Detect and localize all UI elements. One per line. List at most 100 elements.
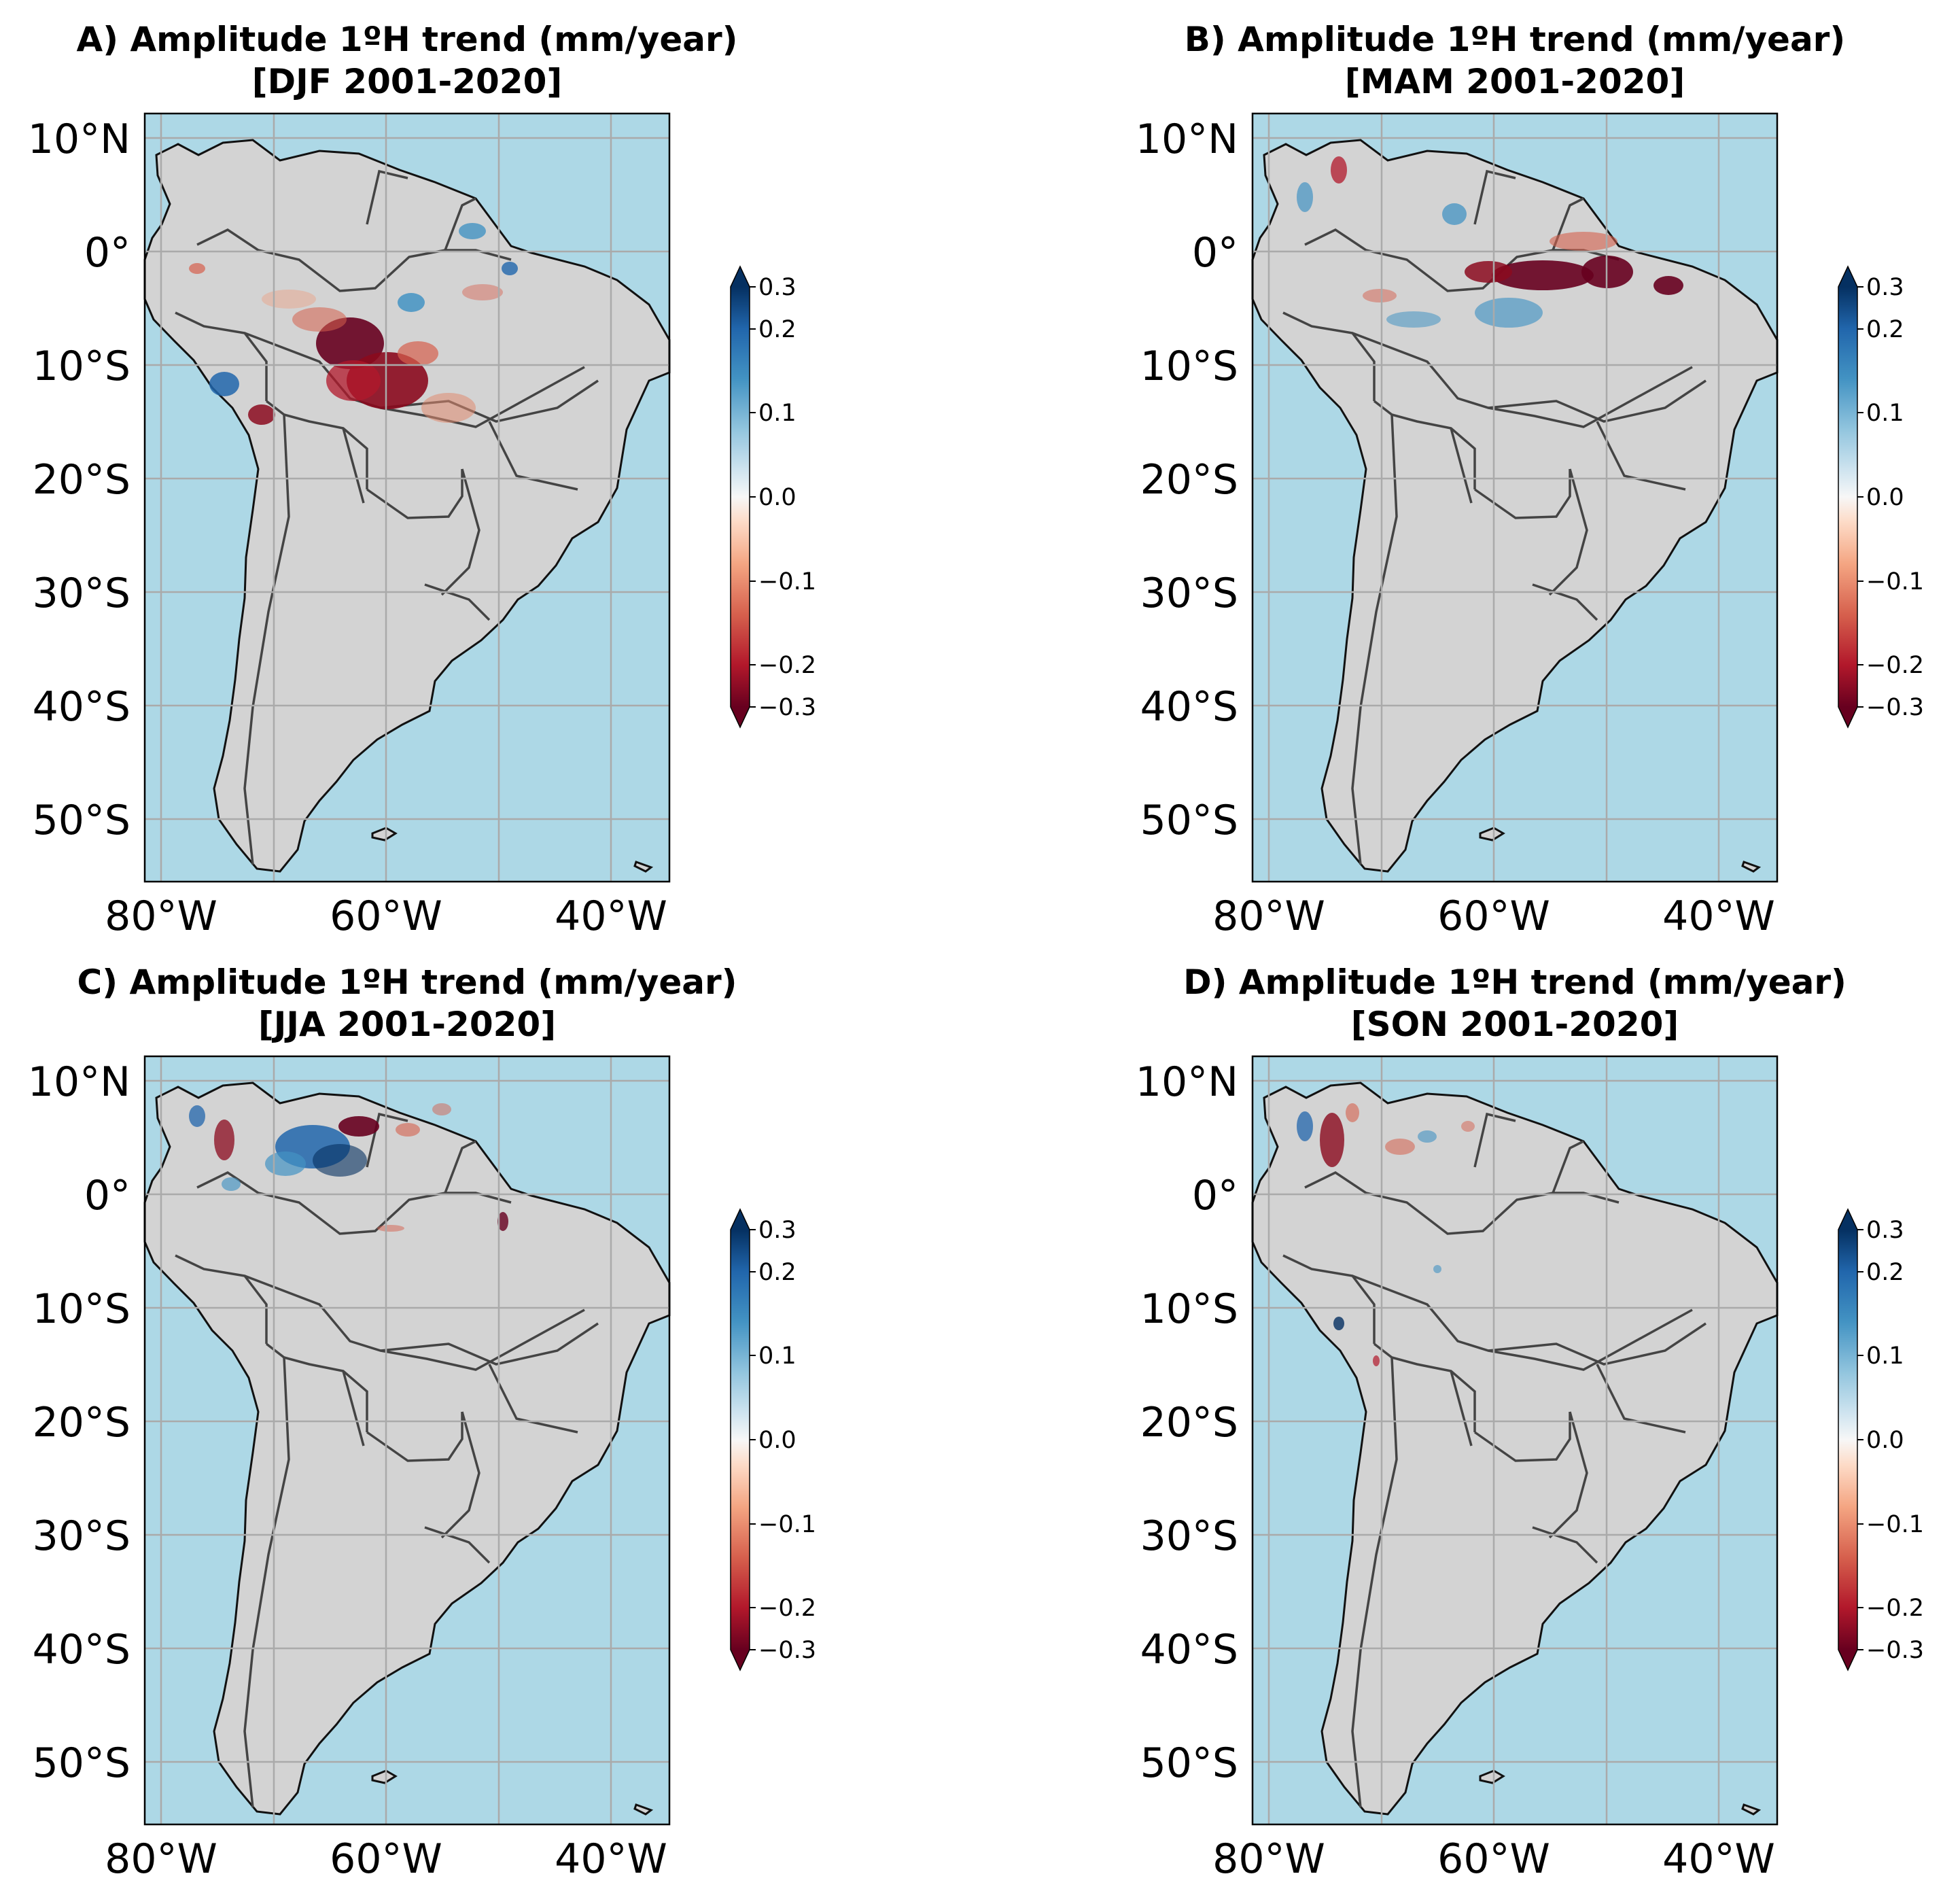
land-south-america: [1251, 1081, 1779, 1816]
panel-c: C) Amplitude 1ºH trend (mm/year) [JJA 20…: [28, 963, 816, 1883]
lon-label: 80°W: [1212, 892, 1325, 940]
map-frame: [1251, 112, 1779, 883]
colorbar-bar: [731, 1230, 750, 1650]
land-falklands: [371, 1769, 398, 1784]
land-falklands: [1479, 1769, 1505, 1784]
colorbar-extend-min: [1838, 1650, 1857, 1670]
lat-label: 30°S: [33, 570, 130, 617]
lat-label: 50°S: [1140, 1739, 1238, 1787]
panel-b: B) Amplitude 1ºH trend (mm/year) [MAM 20…: [1136, 20, 1924, 940]
panel-title: D) Amplitude 1ºH trend (mm/year): [1183, 963, 1847, 1002]
colorbar-bar: [731, 287, 750, 707]
panel-subtitle: [DJF 2001-2020]: [252, 62, 562, 101]
colorbar-extend-max: [1838, 266, 1857, 287]
lat-label: 30°S: [1140, 570, 1238, 617]
lon-label: 60°W: [1437, 892, 1550, 940]
colorbar-tick: 0.0: [1866, 1427, 1904, 1454]
lat-label: 10°S: [1140, 343, 1238, 390]
lat-label: 0°: [84, 229, 130, 277]
map-area: [1251, 112, 1779, 883]
lon-label: 60°W: [330, 1835, 442, 1883]
panel-subtitle: [MAM 2001-2020]: [1345, 62, 1685, 101]
trend-anomalies: [189, 1103, 508, 1232]
lat-label: 40°S: [33, 683, 130, 731]
lat-label: 50°S: [1140, 797, 1238, 844]
lat-label: 10°S: [1140, 1285, 1238, 1333]
panel-subtitle: [SON 2001-2020]: [1351, 1005, 1679, 1044]
trend-anomalies: [189, 223, 518, 425]
colorbar-tick: 0.1: [1866, 400, 1904, 427]
colorbar-tick: −0.2: [1866, 1595, 1924, 1622]
colorbar-tick: 0.3: [1866, 274, 1904, 301]
colorbar: 0.3 0.2 0.1 0.0 −0.1 −0.2 −0.3: [730, 265, 816, 729]
land-south-georgia: [1741, 1803, 1762, 1816]
colorbar-tick: −0.2: [758, 652, 816, 679]
land-falklands: [1479, 827, 1505, 842]
land-south-georgia: [1741, 861, 1762, 873]
panel-a: A) Amplitude 1ºH trend (mm/year) [DJF 20…: [28, 20, 816, 940]
lon-label: 80°W: [1212, 1835, 1325, 1883]
lon-label: 80°W: [105, 1835, 217, 1883]
colorbar-bar: [1838, 287, 1857, 707]
lon-label: 80°W: [105, 892, 217, 940]
lat-label: 0°: [84, 1172, 130, 1219]
lat-label: 10°N: [1136, 1058, 1238, 1106]
lat-label: 10°N: [28, 1058, 130, 1106]
lat-label: 0°: [1192, 1172, 1238, 1219]
colorbar-extend-min: [1838, 707, 1857, 727]
lon-label: 60°W: [330, 892, 442, 940]
lon-label: 40°W: [1662, 892, 1775, 940]
colorbar-tick: −0.2: [758, 1595, 816, 1622]
colorbar: 0.3 0.2 0.1 0.0 −0.1 −0.2 −0.3: [1838, 265, 1924, 729]
colorbar-tick: 0.2: [758, 316, 797, 343]
gridlines: [145, 1056, 669, 1824]
colorbar-tick: 0.0: [758, 484, 797, 511]
land-south-america: [1251, 139, 1779, 873]
colorbar-tick: 0.1: [758, 1342, 797, 1370]
lon-labels: 80°W 60°W 40°W: [1212, 1835, 1775, 1883]
colorbar-tick: −0.3: [1866, 1637, 1924, 1664]
lon-labels: 80°W 60°W 40°W: [105, 892, 667, 940]
panel-title: A) Amplitude 1ºH trend (mm/year): [77, 20, 738, 59]
lon-label: 60°W: [1437, 1835, 1550, 1883]
lon-labels: 80°W 60°W 40°W: [1212, 892, 1775, 940]
lat-label: 40°S: [1140, 683, 1238, 731]
map-area: [1251, 1055, 1779, 1826]
colorbar-extend-max: [1838, 1209, 1857, 1230]
colorbar-extend-min: [731, 707, 750, 727]
land-south-america: [143, 1081, 671, 1816]
colorbar-tick: 0.3: [1866, 1217, 1904, 1244]
trend-anomalies: [1297, 156, 1683, 328]
map-frame: [143, 1055, 671, 1826]
lon-labels: 80°W 60°W 40°W: [105, 1835, 667, 1883]
colorbar-tick: 0.3: [758, 274, 797, 301]
colorbar-tick: 0.2: [1866, 316, 1904, 343]
lat-labels: 10°N 0° 10°S 20°S 30°S 40°S 50°S: [1136, 116, 1238, 844]
colorbar-tick: 0.1: [1866, 1342, 1904, 1370]
lon-label: 40°W: [555, 1835, 667, 1883]
colorbar-tick: −0.1: [758, 568, 816, 595]
colorbar-tick: −0.3: [758, 694, 816, 721]
colorbar-tick: 0.1: [758, 400, 797, 427]
colorbar-tick: 0.0: [758, 1427, 797, 1454]
colorbar-extend-min: [731, 1650, 750, 1670]
country-borders: [175, 1112, 599, 1808]
panel-d: D) Amplitude 1ºH trend (mm/year) [SON 20…: [1136, 963, 1924, 1883]
lat-label: 10°S: [33, 1285, 130, 1333]
lat-label: 30°S: [1140, 1512, 1238, 1560]
lat-label: 10°S: [33, 343, 130, 390]
lat-labels: 10°N 0° 10°S 20°S 30°S 40°S 50°S: [28, 1058, 130, 1787]
gridlines: [145, 114, 669, 882]
lat-label: 10°N: [28, 116, 130, 163]
lat-label: 10°N: [1136, 116, 1238, 163]
trend-anomalies: [1297, 1103, 1475, 1366]
colorbar-tick: −0.1: [758, 1511, 816, 1538]
land-south-america: [143, 139, 671, 873]
panel-title: C) Amplitude 1ºH trend (mm/year): [77, 963, 737, 1002]
colorbar-bar: [1838, 1230, 1857, 1650]
map-frame: [143, 112, 671, 883]
lat-label: 20°S: [33, 456, 130, 504]
panel-title: B) Amplitude 1ºH trend (mm/year): [1185, 20, 1845, 59]
colorbar: 0.3 0.2 0.1 0.0 −0.1 −0.2 −0.3: [730, 1208, 816, 1671]
